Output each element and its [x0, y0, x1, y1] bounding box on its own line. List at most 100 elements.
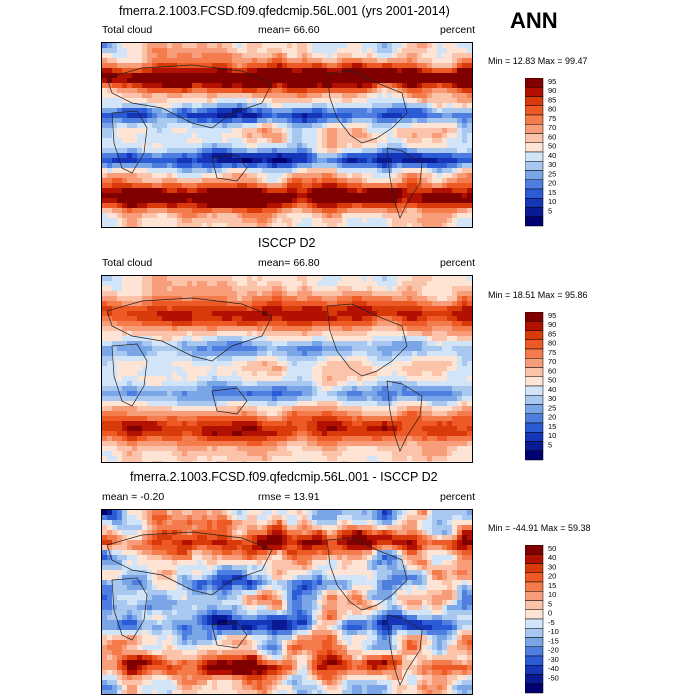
- colorbar-box: [524, 385, 544, 396]
- panel-2-variable-label: Total cloud: [102, 257, 153, 269]
- colorbar-box: [524, 170, 544, 180]
- colorbar-tick-label: 60: [548, 132, 556, 141]
- panel-2-units-label: percent: [440, 257, 476, 269]
- colorbar-tick-label: 50: [548, 545, 556, 553]
- colorbar-box: [524, 674, 544, 684]
- panel-3-mean-label: mean = -0.20: [102, 491, 165, 503]
- colorbar-box: [524, 432, 544, 442]
- panel-3-rmse-label: rmse = 13.91: [258, 491, 320, 503]
- colorbar-tick-label: 30: [548, 160, 556, 169]
- colorbar-tick-label: 15: [548, 422, 556, 431]
- colorbar-tick-label: 20: [548, 572, 556, 581]
- colorbar-box: [524, 413, 544, 424]
- panel-3-map-field: [102, 510, 472, 694]
- colorbar-box: [524, 572, 544, 583]
- coastline: [111, 343, 148, 407]
- panel-3-map: [101, 509, 473, 695]
- colorbar-box: [524, 330, 544, 340]
- coastline: [326, 70, 408, 144]
- colorbar-tick-label: 5: [548, 440, 552, 449]
- colorbar-box: [524, 188, 544, 199]
- colorbar-box: [524, 628, 544, 638]
- colorbar-tick-label: 30: [548, 562, 556, 571]
- colorbar-box: [524, 207, 544, 217]
- colorbar-tick-label: 40: [548, 151, 556, 160]
- colorbar-box: [524, 665, 544, 675]
- coastline: [386, 614, 423, 686]
- colorbar-box: [524, 124, 544, 134]
- panel-2-title: ISCCP D2: [258, 236, 316, 250]
- colorbar-box: [524, 96, 544, 106]
- colorbar-box: [524, 161, 544, 171]
- colorbar-tick-label: 95: [548, 78, 556, 86]
- colorbar-box: [524, 216, 544, 227]
- coastline: [326, 537, 408, 611]
- colorbar-box: [524, 77, 544, 88]
- colorbar-box: [524, 422, 544, 433]
- colorbar-box: [524, 311, 544, 322]
- colorbar-tick-label: 80: [548, 339, 556, 348]
- colorbar-tick-label: 75: [548, 114, 556, 123]
- panel-1-minmax: Min = 12.83 Max = 99.47: [488, 56, 588, 66]
- colorbar-box: [524, 655, 544, 666]
- colorbar-box: [524, 544, 544, 555]
- colorbar-tick-label: 20: [548, 413, 556, 422]
- colorbar-box: [524, 114, 544, 125]
- colorbar-box: [524, 404, 544, 414]
- colorbar-box: [524, 198, 544, 208]
- colorbar-tick-label: 25: [548, 403, 556, 412]
- colorbar-tick-label: -30: [548, 655, 559, 664]
- colorbar-tick-label: 90: [548, 86, 556, 95]
- colorbar-tick-label: 10: [548, 431, 556, 440]
- colorbar-box: [524, 179, 544, 190]
- colorbar-box: [524, 348, 544, 359]
- colorbar-tick-label: 70: [548, 123, 556, 132]
- panel-1-variable-label: Total cloud: [102, 24, 153, 36]
- colorbar-box: [524, 142, 544, 153]
- colorbar-tick-label: -50: [548, 673, 559, 682]
- colorbar-box: [524, 591, 544, 601]
- colorbar-tick-label: 70: [548, 357, 556, 366]
- colorbar-tick-label: 15: [548, 581, 556, 590]
- colorbar-box: [524, 321, 544, 331]
- colorbar-tick-label: 90: [548, 320, 556, 329]
- colorbar-tick-label: 85: [548, 329, 556, 338]
- colorbar-tick-label: 10: [548, 590, 556, 599]
- coastline: [386, 380, 423, 452]
- colorbar-box: [524, 600, 544, 610]
- colorbar-tick-label: -15: [548, 636, 559, 645]
- coastline: [111, 110, 148, 174]
- panel-1-title: fmerra.2.1003.FCSD.f09.qfedcmip.56L.001 …: [119, 4, 450, 18]
- coastline: [106, 297, 273, 362]
- colorbar-box: [524, 450, 544, 461]
- colorbar-box: [524, 441, 544, 451]
- colorbar-tick-label: -5: [548, 618, 555, 627]
- panel-3-colorbar: 50 40 30 20 15 10 5 0 -5 -10 -15 -20 -30 -40 -50: [524, 544, 559, 694]
- colorbar-box: [524, 133, 544, 143]
- coastline: [211, 387, 248, 415]
- colorbar-box: [524, 151, 544, 162]
- panel-2-minmax: Min = 18.51 Max = 95.86: [488, 290, 588, 300]
- colorbar-tick-label: -40: [548, 664, 559, 673]
- colorbar-tick-label: 80: [548, 105, 556, 114]
- coastline: [106, 64, 273, 129]
- colorbar-box: [524, 581, 544, 592]
- colorbar-tick-label: 25: [548, 169, 556, 178]
- coastline: [326, 303, 408, 377]
- coastline: [386, 147, 423, 219]
- coastline: [111, 577, 148, 641]
- coastline: [106, 531, 273, 596]
- coastline: [211, 154, 248, 182]
- colorbar-tick-label: 15: [548, 188, 556, 197]
- panel-1-map: [101, 42, 473, 228]
- colorbar-box: [524, 339, 544, 350]
- colorbar-tick-label: 40: [548, 553, 556, 562]
- colorbar-tick-label: 50: [548, 376, 556, 385]
- panel-2-map: [101, 275, 473, 463]
- colorbar-tick-label: 10: [548, 197, 556, 206]
- colorbar-tick-label: 5: [548, 599, 552, 608]
- panel-1-units-label: percent: [440, 24, 476, 36]
- colorbar-tick-label: 30: [548, 394, 556, 403]
- panel-3-units-label: percent: [440, 491, 476, 503]
- panel-1-mean-label: mean= 66.60: [258, 24, 320, 36]
